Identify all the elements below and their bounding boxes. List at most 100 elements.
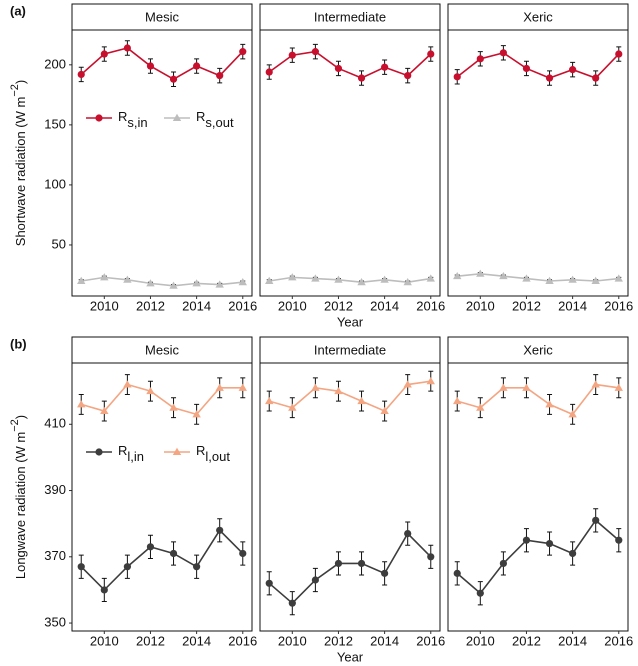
- series-line: [268, 50, 432, 79]
- data-point: [146, 543, 155, 551]
- data-point: [357, 74, 366, 82]
- data-point: [100, 50, 108, 58]
- facet-title: Xeric: [523, 342, 553, 357]
- facet-title: Mesic: [145, 342, 179, 357]
- data-point: [265, 579, 273, 587]
- data-point: [265, 68, 273, 76]
- plot-area: [447, 362, 629, 632]
- legend-subscript: l,in: [127, 449, 144, 464]
- y-tick-label: 200: [44, 56, 66, 71]
- data-point: [288, 51, 296, 59]
- data-point: [288, 403, 297, 411]
- x-tick-label: 2012: [512, 298, 541, 313]
- data-point: [522, 536, 531, 544]
- y-axis-label-part: ): [13, 80, 28, 84]
- data-point: [403, 277, 412, 286]
- data-point: [453, 271, 462, 280]
- facet-title: Mesic: [145, 9, 179, 24]
- y-tick-label: 410: [44, 416, 66, 431]
- data-point: [380, 406, 389, 415]
- legend-label: Rl,out: [196, 443, 230, 464]
- legend-name: R: [118, 443, 127, 458]
- data-point: [215, 280, 224, 288]
- data-point: [334, 386, 343, 395]
- x-tick-label: 2016: [416, 633, 445, 648]
- x-tick-label: 2016: [604, 298, 633, 313]
- y-axis-label-part: ): [13, 415, 28, 419]
- data-point: [453, 569, 461, 577]
- x-tick-label: 2016: [416, 298, 445, 313]
- data-point: [193, 62, 201, 70]
- data-point: [215, 383, 224, 391]
- data-point: [614, 383, 623, 391]
- data-point: [426, 377, 435, 385]
- x-tick-label: 2016: [228, 633, 257, 648]
- y-axis-label-part: −2: [9, 84, 21, 97]
- facet-title: Intermediate: [314, 9, 386, 24]
- data-point: [169, 403, 178, 411]
- legend-name: R: [196, 109, 205, 124]
- data-point: [311, 274, 320, 282]
- y-axis-label-part: Shortwave radiation (W m: [13, 97, 28, 247]
- data-point: [239, 48, 247, 56]
- series-line: [457, 272, 619, 282]
- data-point: [123, 563, 131, 571]
- data-point: [169, 549, 178, 558]
- data-point: [265, 276, 274, 284]
- data-point: [615, 50, 623, 58]
- data-point: [123, 275, 132, 283]
- data-point: [403, 380, 412, 388]
- data-point: [592, 516, 600, 524]
- series-line: [81, 383, 243, 416]
- data-point: [146, 62, 155, 70]
- legend-marker: [95, 448, 103, 456]
- data-point: [499, 49, 507, 57]
- y-tick-label: 100: [44, 176, 66, 191]
- data-point: [311, 48, 319, 56]
- data-point: [381, 63, 389, 71]
- data-point: [265, 396, 274, 405]
- data-point: [77, 276, 86, 284]
- x-tick-label: 2014: [370, 298, 399, 313]
- data-point: [427, 50, 435, 58]
- data-point: [334, 64, 343, 73]
- data-point: [169, 281, 178, 289]
- legend-marker: [95, 114, 103, 122]
- data-point: [569, 66, 577, 74]
- x-tick-label: 2010: [278, 633, 307, 648]
- legend-label: Rs,in: [118, 109, 148, 130]
- data-point: [238, 277, 247, 286]
- legend-marker: [172, 447, 182, 455]
- facet-strip: [71, 3, 253, 31]
- data-point: [522, 274, 531, 282]
- data-point: [545, 276, 554, 284]
- facet-strip: [71, 336, 253, 364]
- x-tick-label: 2012: [136, 633, 165, 648]
- legend-subscript: s,in: [127, 115, 147, 130]
- data-point: [357, 396, 366, 405]
- data-point: [123, 380, 132, 388]
- data-point: [334, 275, 343, 283]
- data-point: [568, 410, 577, 418]
- data-point: [592, 74, 600, 82]
- series-line: [80, 529, 244, 592]
- plot-area: [259, 362, 441, 632]
- legend-marker: [172, 113, 182, 121]
- data-point: [192, 410, 201, 418]
- data-point: [77, 70, 85, 79]
- x-tick-label: 2010: [466, 298, 495, 313]
- data-point: [522, 64, 531, 73]
- x-tick-label: 2012: [136, 298, 165, 313]
- legend-name: R: [196, 443, 205, 458]
- series-line: [269, 276, 431, 283]
- x-tick-label: 2012: [324, 633, 353, 648]
- y-axis-label: Shortwave radiation (W m−2): [9, 80, 29, 246]
- x-tick-label: 2010: [90, 298, 119, 313]
- data-point: [427, 553, 435, 561]
- series-line: [80, 47, 244, 81]
- data-point: [499, 559, 507, 568]
- x-tick-label: 2016: [228, 298, 257, 313]
- x-tick-label: 2014: [370, 633, 399, 648]
- x-tick-label: 2016: [604, 633, 633, 648]
